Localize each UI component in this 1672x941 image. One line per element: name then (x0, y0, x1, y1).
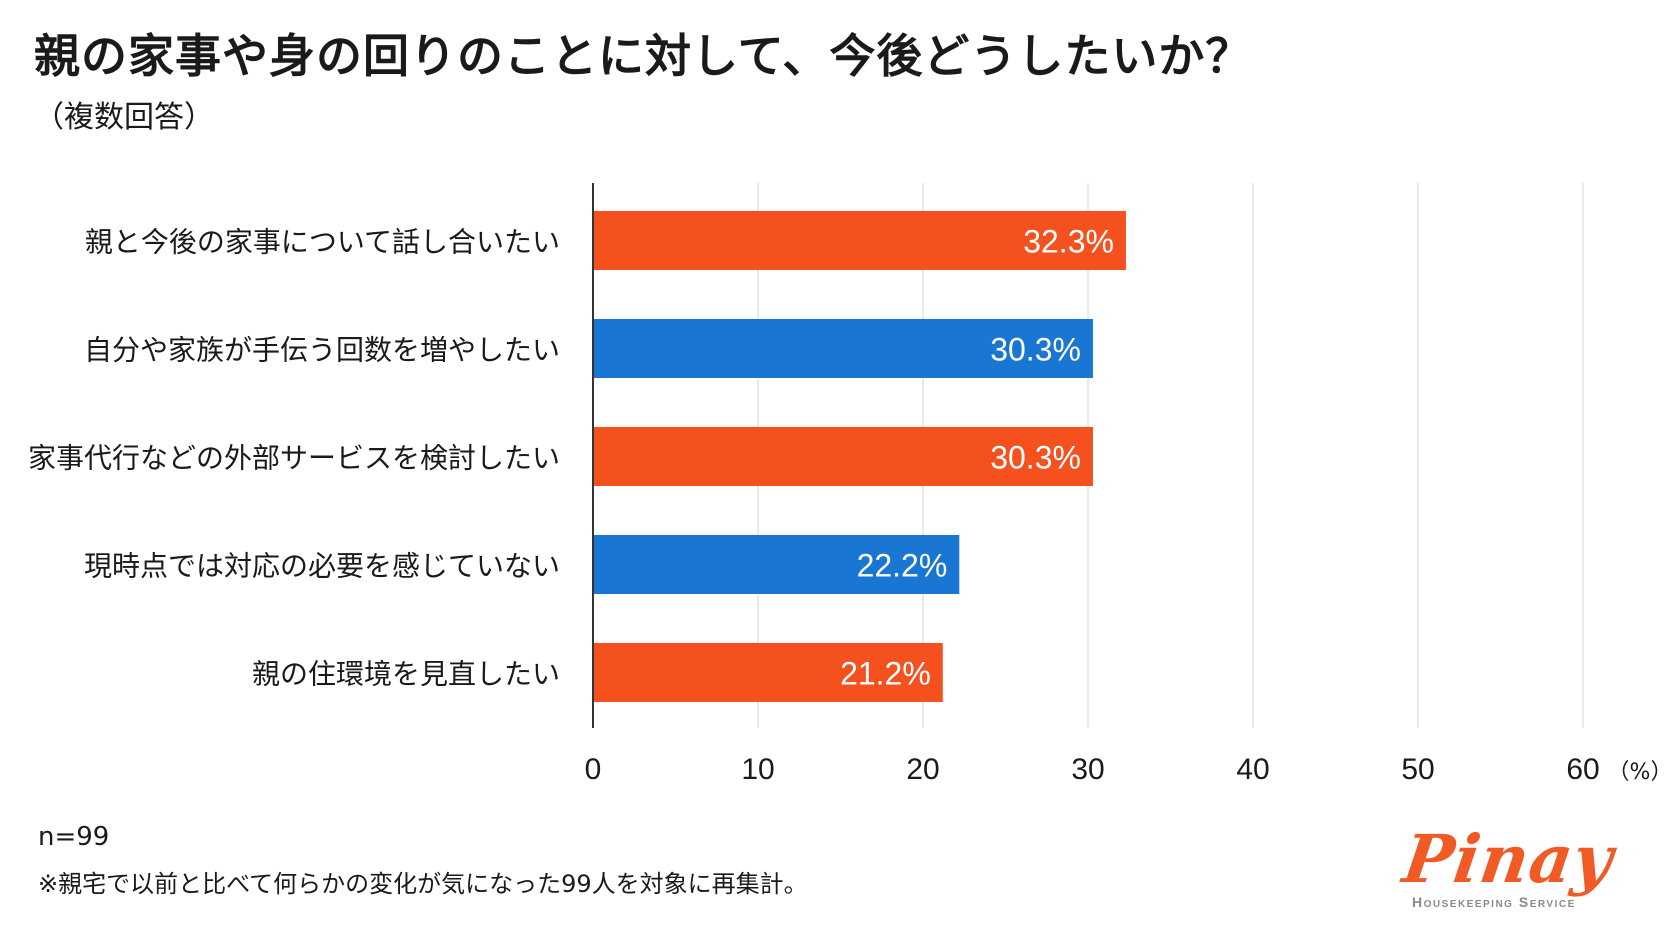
bar-value-label: 30.3% (990, 332, 1081, 368)
pinay-logo: Pinay Housekeeping Service (1399, 820, 1619, 920)
chart-subtitle: （複数回答） (34, 100, 214, 135)
x-tick-label: 60 (1566, 753, 1599, 786)
category-label: 現時点では対応の必要を感じていない (84, 550, 560, 583)
category-label: 親の住環境を見直したい (252, 658, 560, 691)
logo-tagline: Housekeeping Service (1412, 894, 1576, 910)
category-label: 家事代行などの外部サービスを検討したい (28, 442, 560, 475)
x-tick-label: 0 (585, 753, 602, 786)
bar (593, 211, 1126, 270)
category-label: 親と今後の家事について話し合いたい (85, 226, 560, 259)
bar (593, 535, 960, 594)
footnote: ※親宅で以前と比べて何らかの変化が気になった99人を対象に再集計。 (38, 870, 808, 898)
bar-value-label: 22.2% (857, 548, 948, 584)
x-tick-label: 20 (906, 753, 939, 786)
x-unit-label: （%） (1608, 760, 1672, 785)
x-tick-label: 30 (1071, 753, 1104, 786)
bar (593, 319, 1093, 378)
bar (593, 427, 1093, 486)
chart-title: 親の家事や身の回りのことに対して、今後どうしたいか？ (34, 29, 1253, 83)
x-tick-label: 10 (741, 753, 774, 786)
bar-value-label: 21.2% (840, 656, 931, 692)
bar-chart: 32.3% 親と今後の家事について話し合いたい 30.3% 自分や家族が手伝う回数を増… (28, 183, 1672, 786)
category-label: 自分や家族が手伝う回数を増やしたい (84, 334, 560, 367)
logo-wordmark: Pinay (1398, 820, 1619, 898)
bar-value-label: 32.3% (1023, 224, 1114, 260)
x-tick-label: 40 (1236, 753, 1269, 786)
x-tick-label: 50 (1401, 753, 1434, 786)
bar (593, 643, 943, 702)
sample-size: n=99 (38, 822, 110, 852)
bar-value-label: 30.3% (990, 440, 1081, 476)
